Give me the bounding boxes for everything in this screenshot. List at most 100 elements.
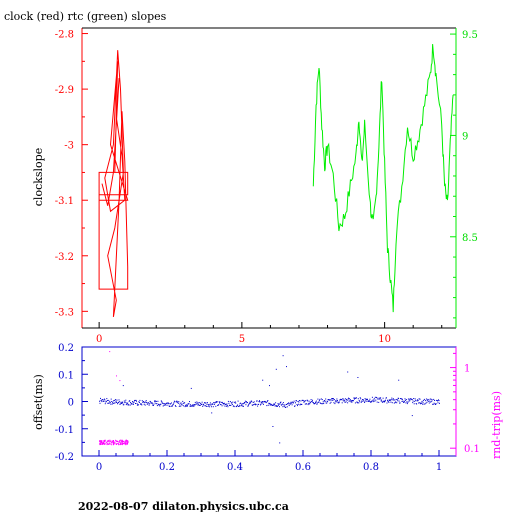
offset-point bbox=[245, 404, 247, 406]
offset-point bbox=[412, 402, 414, 404]
offset-point bbox=[294, 405, 296, 407]
offset-point bbox=[273, 403, 275, 405]
offset-point bbox=[372, 399, 374, 401]
rnd-trip-point bbox=[109, 440, 111, 442]
offset-point bbox=[249, 401, 251, 403]
rnd-trip-point bbox=[108, 443, 110, 445]
offset-point bbox=[192, 404, 194, 406]
offset-point bbox=[231, 402, 233, 404]
offset-point bbox=[167, 402, 169, 404]
offset-point bbox=[251, 400, 253, 402]
offset-point bbox=[420, 403, 421, 405]
offset-point bbox=[188, 403, 190, 405]
offset-point bbox=[175, 401, 177, 403]
offset-point bbox=[295, 402, 296, 404]
offset-axis-label: offset(ms) bbox=[32, 374, 45, 430]
rnd-trip-point bbox=[109, 439, 111, 441]
clockslope-axis-label: clockslope bbox=[32, 148, 45, 206]
rnd-trip-point bbox=[113, 443, 114, 445]
rnd-trip-point bbox=[121, 442, 123, 444]
offset-point bbox=[119, 403, 121, 405]
offset-point bbox=[181, 404, 183, 406]
offset-point bbox=[172, 403, 174, 405]
offset-point bbox=[132, 402, 134, 404]
offset-point bbox=[347, 398, 349, 400]
offset-point bbox=[307, 404, 309, 406]
rnd-trip-point bbox=[113, 442, 115, 444]
offset-point bbox=[335, 400, 337, 401]
rnd-trip-point bbox=[116, 441, 118, 443]
offset-point bbox=[116, 401, 117, 403]
x-tick-label: 0 bbox=[96, 334, 102, 345]
offset-point bbox=[409, 400, 411, 402]
rnd-trip-point bbox=[99, 444, 101, 446]
offset-point bbox=[359, 400, 361, 402]
offset-point bbox=[111, 401, 113, 402]
rnd-trip-point bbox=[112, 440, 114, 442]
offset-point bbox=[439, 402, 440, 404]
rnd-trip-point bbox=[99, 441, 101, 443]
rnd-trip-point bbox=[121, 441, 123, 443]
offset-point bbox=[277, 405, 278, 407]
offset-point bbox=[115, 400, 117, 402]
offset-point bbox=[383, 400, 385, 402]
offset-point bbox=[360, 398, 362, 400]
y2-tick-label: 1 bbox=[464, 364, 470, 375]
offset-point bbox=[201, 401, 203, 403]
offset-point bbox=[297, 401, 299, 402]
offset-point bbox=[261, 401, 262, 403]
offset-point bbox=[242, 405, 243, 407]
offset-point bbox=[349, 400, 351, 402]
offset-point bbox=[315, 402, 317, 404]
offset-point bbox=[396, 398, 398, 400]
offset-point bbox=[241, 404, 242, 406]
offset-point bbox=[225, 404, 227, 406]
offset-point bbox=[422, 403, 423, 405]
offset-point bbox=[269, 403, 271, 405]
offset-point bbox=[185, 405, 187, 407]
offset-point bbox=[391, 402, 393, 404]
offset-point bbox=[252, 402, 254, 403]
x-tick-label: 0 bbox=[96, 462, 102, 473]
offset-point bbox=[378, 397, 380, 399]
offset-point bbox=[325, 398, 327, 400]
offset-point bbox=[288, 405, 290, 406]
offset-point bbox=[170, 403, 171, 405]
offset-point bbox=[313, 402, 314, 404]
offset-point bbox=[341, 402, 343, 404]
offset-point bbox=[437, 402, 439, 404]
offset-point bbox=[186, 405, 188, 407]
offset-point bbox=[105, 401, 107, 402]
rnd-trip-point bbox=[99, 443, 101, 445]
offset-point bbox=[240, 405, 242, 407]
offset-point bbox=[208, 404, 210, 406]
offset-point bbox=[364, 398, 366, 400]
y-tick-label: -3.2 bbox=[55, 252, 74, 263]
offset-point bbox=[221, 405, 223, 407]
offset-point bbox=[265, 402, 267, 404]
offset-point bbox=[235, 402, 237, 404]
rnd-trip-point bbox=[109, 443, 111, 445]
offset-point bbox=[160, 400, 162, 402]
offset-point bbox=[289, 403, 291, 405]
offset-point bbox=[425, 402, 427, 404]
rnd-trip-point bbox=[119, 442, 121, 444]
offset-point bbox=[156, 403, 158, 405]
offset-point bbox=[316, 403, 318, 405]
rnd-trip-point bbox=[120, 439, 122, 441]
rnd-trip-point bbox=[119, 443, 121, 445]
rnd-trip-point bbox=[117, 441, 119, 443]
rnd-trip-point bbox=[124, 443, 126, 444]
offset-point bbox=[109, 402, 111, 403]
offset-point bbox=[146, 402, 148, 403]
offset-point bbox=[275, 402, 277, 404]
rnd-trip-point bbox=[108, 439, 110, 441]
y-tick-label: -3.3 bbox=[55, 307, 74, 318]
offset-point bbox=[137, 404, 139, 406]
offset-point bbox=[290, 401, 292, 403]
rnd-trip-point bbox=[113, 441, 115, 443]
rnd-trip-point bbox=[126, 439, 127, 441]
rnd-trip-point bbox=[124, 443, 126, 445]
offset-point bbox=[371, 396, 373, 398]
offset-point bbox=[405, 399, 406, 401]
